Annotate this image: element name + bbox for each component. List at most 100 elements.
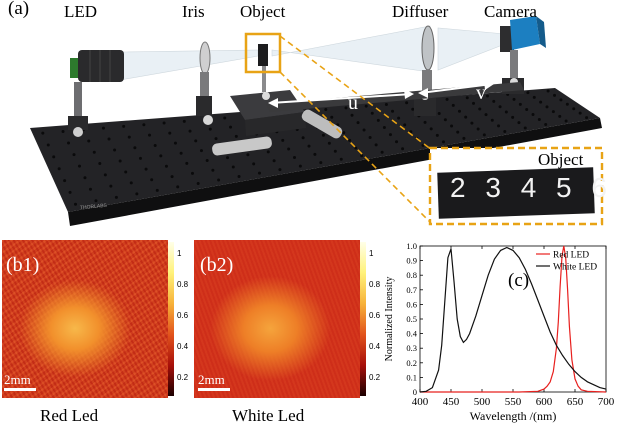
board-hole bbox=[190, 171, 194, 175]
board-hole bbox=[214, 137, 218, 141]
board-hole bbox=[46, 143, 50, 147]
board-hole bbox=[376, 118, 380, 122]
board-hole bbox=[330, 115, 334, 119]
board-hole bbox=[504, 110, 508, 114]
board-hole bbox=[558, 114, 562, 118]
colorbar-b2 bbox=[360, 242, 366, 396]
board-hole bbox=[287, 147, 291, 151]
board-hole bbox=[511, 115, 515, 119]
board-hole bbox=[223, 116, 227, 120]
board-hole bbox=[77, 164, 81, 168]
x-tick-label: 600 bbox=[536, 396, 553, 408]
colorbar-ticks-b1: 1 0.8 0.6 0.4 0.2 bbox=[177, 238, 188, 393]
board-hole bbox=[194, 139, 198, 143]
board-hole bbox=[445, 97, 449, 101]
board-hole bbox=[231, 165, 235, 169]
board-hole bbox=[492, 99, 496, 103]
board-hole bbox=[339, 157, 343, 161]
board-hole bbox=[138, 156, 142, 160]
board-hole bbox=[159, 154, 163, 158]
board-hole bbox=[113, 148, 117, 152]
board-hole bbox=[127, 135, 131, 139]
x-tick-label: 500 bbox=[474, 396, 491, 408]
spectrum-chart: 400 450 500 550 600 650 700 0 0.1 0.2 0.3 0.4 0.5 0.6… bbox=[384, 241, 615, 423]
y-tick-label: 0.3 bbox=[406, 343, 417, 353]
board-hole bbox=[333, 149, 337, 153]
diffuser-label: Diffuser bbox=[392, 2, 449, 21]
board-hole bbox=[476, 127, 480, 131]
iris bbox=[196, 41, 213, 125]
cb-tick: 0.4 bbox=[177, 342, 189, 351]
board-hole bbox=[142, 123, 146, 127]
board-hole bbox=[293, 156, 297, 160]
board-hole bbox=[164, 164, 168, 168]
board-hole bbox=[484, 113, 488, 117]
board-hole bbox=[585, 116, 589, 120]
board-hole bbox=[107, 137, 111, 141]
board-hole bbox=[350, 113, 354, 117]
led-label: LED bbox=[64, 2, 98, 21]
distance-v-label: v bbox=[476, 82, 486, 104]
board-hole bbox=[321, 133, 325, 137]
camera bbox=[500, 16, 546, 94]
board-hole bbox=[205, 158, 209, 162]
x-tick-label: 400 bbox=[412, 396, 429, 408]
board-hole bbox=[211, 168, 215, 172]
board-hole bbox=[572, 107, 576, 111]
board-hole bbox=[364, 104, 368, 108]
board-hole bbox=[67, 141, 71, 145]
board-hole bbox=[362, 128, 366, 132]
caption-b2: White Led bbox=[232, 406, 305, 425]
board-hole bbox=[153, 143, 157, 147]
board-hole bbox=[565, 102, 569, 106]
board-hole bbox=[457, 109, 461, 113]
board-hole bbox=[354, 146, 358, 150]
board-hole bbox=[384, 102, 388, 106]
board-hole bbox=[226, 156, 230, 160]
board-hole bbox=[87, 139, 91, 143]
board-hole bbox=[281, 138, 285, 142]
board-hole bbox=[462, 136, 466, 140]
board-hole bbox=[342, 131, 346, 135]
light-beam-1 bbox=[119, 49, 259, 81]
board-hole bbox=[229, 125, 233, 129]
board-hole bbox=[129, 181, 133, 185]
board-hole bbox=[523, 126, 527, 130]
breadboard-side bbox=[68, 118, 602, 226]
board-hole bbox=[498, 105, 502, 109]
light-beam-2 bbox=[271, 25, 431, 73]
board-hole bbox=[168, 131, 172, 135]
x-tick-label: 700 bbox=[598, 396, 615, 408]
cb-tick: 0.2 bbox=[369, 373, 381, 382]
board-hole bbox=[98, 162, 102, 166]
y-tick-label: 0.9 bbox=[406, 256, 417, 266]
series-line-white-led bbox=[419, 246, 607, 393]
board-hole bbox=[470, 121, 474, 125]
iris-label: Iris bbox=[182, 2, 205, 21]
board-hole bbox=[234, 134, 238, 138]
board-hole bbox=[41, 131, 45, 135]
board-hole bbox=[109, 184, 113, 188]
series-line-red-led bbox=[420, 245, 607, 393]
board-hole bbox=[185, 161, 189, 165]
board-hole bbox=[68, 190, 72, 194]
board-hole bbox=[74, 202, 78, 206]
board-hole bbox=[578, 111, 582, 115]
board-hole bbox=[170, 175, 174, 179]
board-hole bbox=[101, 126, 105, 130]
board-hole bbox=[472, 101, 476, 105]
board-hole bbox=[252, 162, 256, 166]
board-hole bbox=[456, 130, 460, 134]
cb-tick: 0.6 bbox=[177, 311, 189, 320]
board-hole bbox=[478, 107, 482, 111]
caption-b1: Red Led bbox=[40, 406, 99, 425]
optical-rail bbox=[266, 82, 524, 112]
board-hole bbox=[512, 97, 516, 101]
led-source bbox=[68, 50, 124, 137]
zoom-line-top bbox=[279, 35, 433, 151]
x-axis-title: Wavelength /(nm) bbox=[470, 409, 557, 423]
board-hole bbox=[401, 147, 405, 151]
board-hole bbox=[564, 119, 568, 123]
breadboard-top bbox=[30, 88, 600, 212]
